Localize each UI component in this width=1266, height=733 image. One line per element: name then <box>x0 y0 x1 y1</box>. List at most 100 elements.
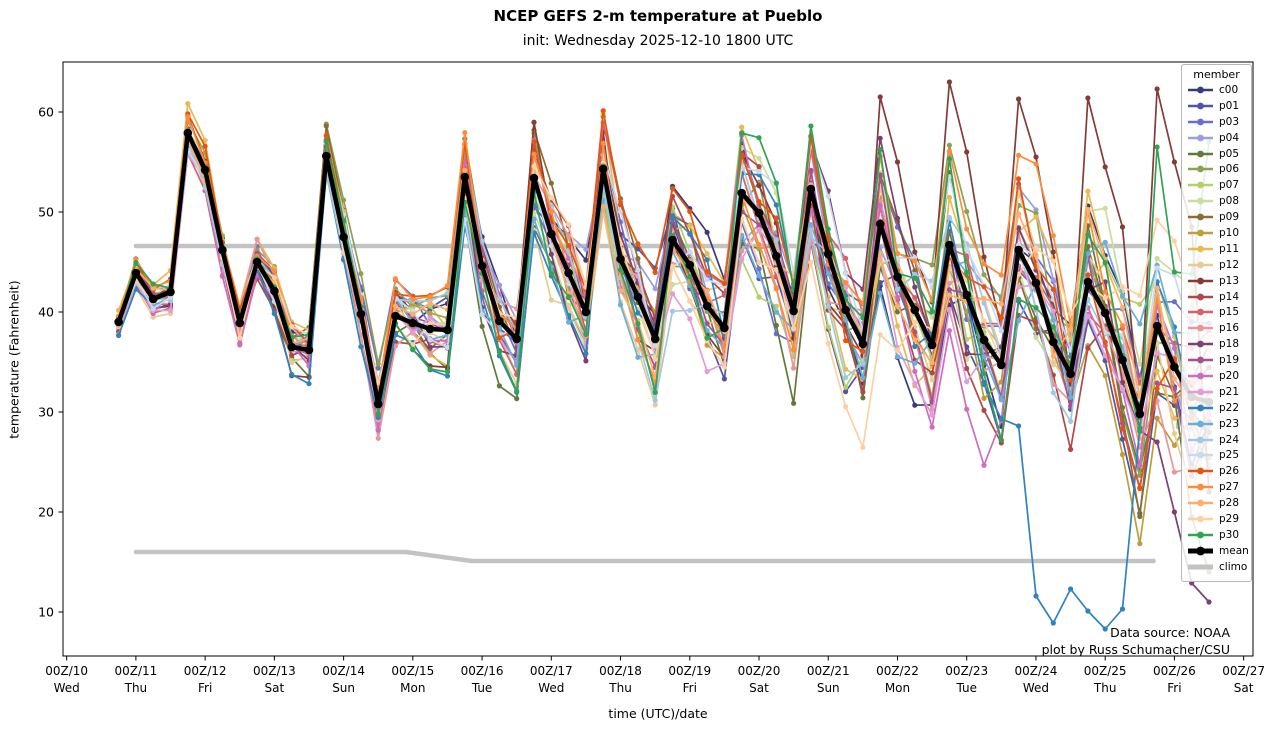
member-marker <box>669 291 676 297</box>
member-marker <box>1085 188 1091 194</box>
legend-item-p20: p20 <box>1182 368 1251 384</box>
x-tick-label: 00Z/17 <box>530 664 573 678</box>
legend-swatch-p04 <box>1188 134 1213 142</box>
member-marker <box>964 149 970 155</box>
member-marker <box>531 216 537 222</box>
legend-item-p30: p30 <box>1182 527 1251 543</box>
mean-marker <box>893 272 902 282</box>
member-marker <box>687 231 693 237</box>
member-marker <box>946 328 953 334</box>
legend-label: p12 <box>1219 258 1240 271</box>
legend-label: p23 <box>1219 417 1240 430</box>
member-marker <box>202 137 208 143</box>
member-marker <box>704 288 710 294</box>
member-marker <box>1119 606 1126 612</box>
mean-marker <box>841 305 850 315</box>
x-tick-day-label: Wed <box>1023 681 1049 695</box>
member-marker <box>964 379 970 385</box>
member-marker <box>756 183 762 189</box>
x-tick-label: 00Z/14 <box>322 664 365 678</box>
mean-marker <box>945 240 954 250</box>
member-marker <box>496 296 502 302</box>
member-marker <box>894 309 901 315</box>
member-marker <box>427 366 433 372</box>
member-marker <box>1154 439 1160 445</box>
member-marker <box>877 290 883 296</box>
member-marker <box>358 344 364 350</box>
member-marker <box>860 375 866 381</box>
mean-marker <box>252 257 262 267</box>
member-marker <box>375 412 381 418</box>
member-marker <box>635 267 641 273</box>
x-tick-label: 00Z/21 <box>807 664 850 678</box>
mean-marker <box>304 345 314 355</box>
member-marker <box>704 277 710 283</box>
member-marker <box>617 202 624 208</box>
member-marker <box>1050 324 1056 330</box>
member-line-p01 <box>117 127 1210 515</box>
mean-marker <box>477 261 487 271</box>
member-marker <box>1154 217 1160 223</box>
member-marker <box>306 381 312 387</box>
mean-marker <box>1066 369 1075 379</box>
member-marker <box>825 281 831 287</box>
x-tick-label: 00Z/16 <box>461 664 504 678</box>
member-marker <box>964 406 970 412</box>
x-tick-label: 00Z/13 <box>253 664 296 678</box>
member-marker <box>444 344 451 350</box>
mean-marker <box>633 292 643 302</box>
legend-swatch-p25 <box>1188 452 1213 459</box>
member-marker <box>1171 469 1177 475</box>
legend-item-p08: p08 <box>1182 193 1251 209</box>
legend-item-p29: p29 <box>1182 511 1251 527</box>
member-marker <box>860 395 866 401</box>
member-marker <box>843 375 849 381</box>
member-marker <box>617 288 624 294</box>
member-marker <box>1050 620 1056 626</box>
chart-title: NCEP GEFS 2-m temperature at Pueblo <box>493 7 823 25</box>
legend-title: member <box>1193 68 1240 81</box>
member-marker <box>756 155 762 161</box>
member-marker <box>392 276 399 282</box>
member-marker <box>877 147 883 153</box>
legend-label: p30 <box>1219 528 1240 541</box>
legend-swatch-p05 <box>1188 150 1213 157</box>
source-annotation: Data source: NOAA plot by Russ Schumache… <box>1042 624 1230 659</box>
member-marker <box>548 297 554 303</box>
member-marker <box>1085 251 1091 257</box>
legend-swatch-p03 <box>1188 118 1213 126</box>
legend-item-p16: p16 <box>1182 320 1251 336</box>
member-marker <box>704 257 710 263</box>
member-marker <box>323 123 329 129</box>
member-marker <box>1085 608 1091 614</box>
legend-item-p24: p24 <box>1182 432 1251 448</box>
member-marker <box>1154 285 1160 291</box>
member-marker <box>843 280 849 286</box>
member-marker <box>1050 233 1056 239</box>
member-marker <box>860 315 866 321</box>
member-marker <box>756 242 762 248</box>
member-marker <box>427 337 433 343</box>
x-tick-day-label: Thu <box>1093 681 1117 695</box>
legend-item-p01: p01 <box>1182 98 1251 114</box>
member-marker <box>929 370 935 376</box>
legend-label: p11 <box>1219 242 1240 255</box>
member-marker <box>410 346 416 352</box>
member-marker <box>825 303 831 309</box>
member-marker <box>704 251 710 257</box>
legend-item-p15: p15 <box>1182 304 1251 320</box>
legend-swatch-p06 <box>1188 165 1213 173</box>
member-marker <box>1154 255 1160 262</box>
legend-item-climo: climo <box>1182 559 1251 575</box>
mean-marker <box>650 334 660 344</box>
member-marker <box>496 335 502 341</box>
mean-marker <box>373 399 383 409</box>
legend-label: p04 <box>1219 131 1240 144</box>
legend-label: p28 <box>1219 497 1240 510</box>
chart-subtitle: init: Wednesday 2025-12-10 1800 UTC <box>522 33 794 49</box>
member-marker <box>998 315 1004 321</box>
member-marker <box>756 294 762 300</box>
member-marker <box>496 383 502 389</box>
member-marker <box>981 354 987 360</box>
member-marker <box>773 237 779 243</box>
